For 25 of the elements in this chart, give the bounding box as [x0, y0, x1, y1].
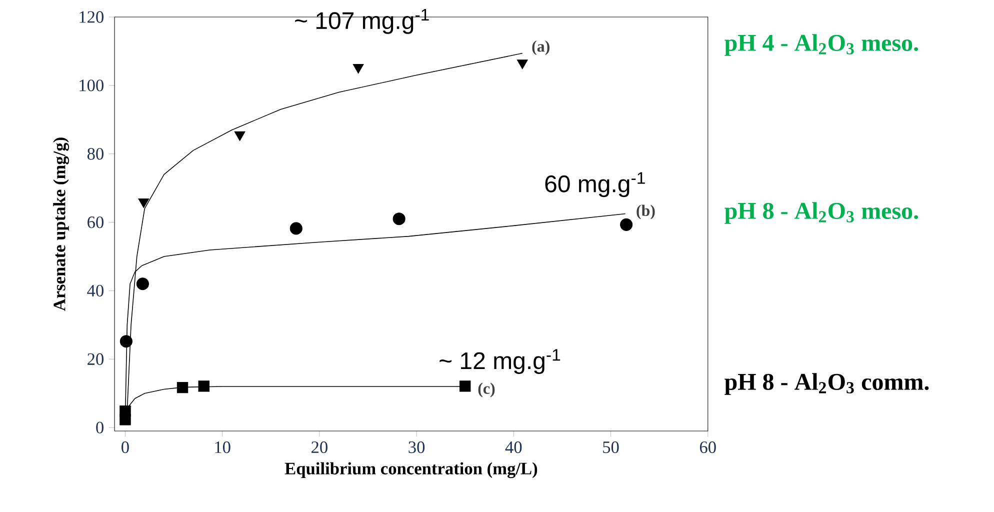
- annotation: 60 mg.g$^{-1}$: [545, 172, 645, 198]
- text: pH 4 - Al$_{2}$O$_{3}$ meso.: [724, 34, 918, 56]
- y-tick-label: 100: [80, 80, 104, 92]
- x-tick-label: 20: [312, 441, 328, 454]
- y-axis-title: Arsenate uptake (mg/g): [53, 138, 69, 311]
- x-axis-title: Equilibrium concentration (mg/L): [284, 462, 538, 478]
- y-tick-label: 80: [87, 148, 104, 160]
- annotation: (b): [636, 204, 655, 220]
- annotation: ~ 107 mg.g$^{-1}$: [295, 9, 429, 34]
- annotation: (c): [478, 382, 495, 398]
- y-tick-label: 60: [88, 216, 104, 228]
- x-tick-label: 40: [505, 441, 522, 454]
- x-tick-label: 50: [603, 441, 619, 454]
- text: pH 8 - Al$_{2}$O$_{3}$ comm.: [724, 373, 929, 395]
- x-tick-label: 30: [408, 441, 425, 454]
- y-tick-label: 0: [96, 422, 104, 434]
- x-tick-label: 60: [700, 441, 716, 454]
- y-tick-label: 120: [80, 11, 104, 23]
- y-tick-label: 40: [87, 284, 104, 297]
- x-tick-label: 10: [215, 441, 230, 454]
- text: pH 8 - Al$_{2}$O$_{3}$ meso.: [724, 202, 918, 224]
- x-tick-label: 0: [122, 441, 129, 454]
- annotation: ~ 12 mg.g$^{-1}$: [440, 349, 560, 374]
- annotation: (a): [532, 40, 550, 56]
- y-tick-label: 20: [88, 353, 104, 365]
